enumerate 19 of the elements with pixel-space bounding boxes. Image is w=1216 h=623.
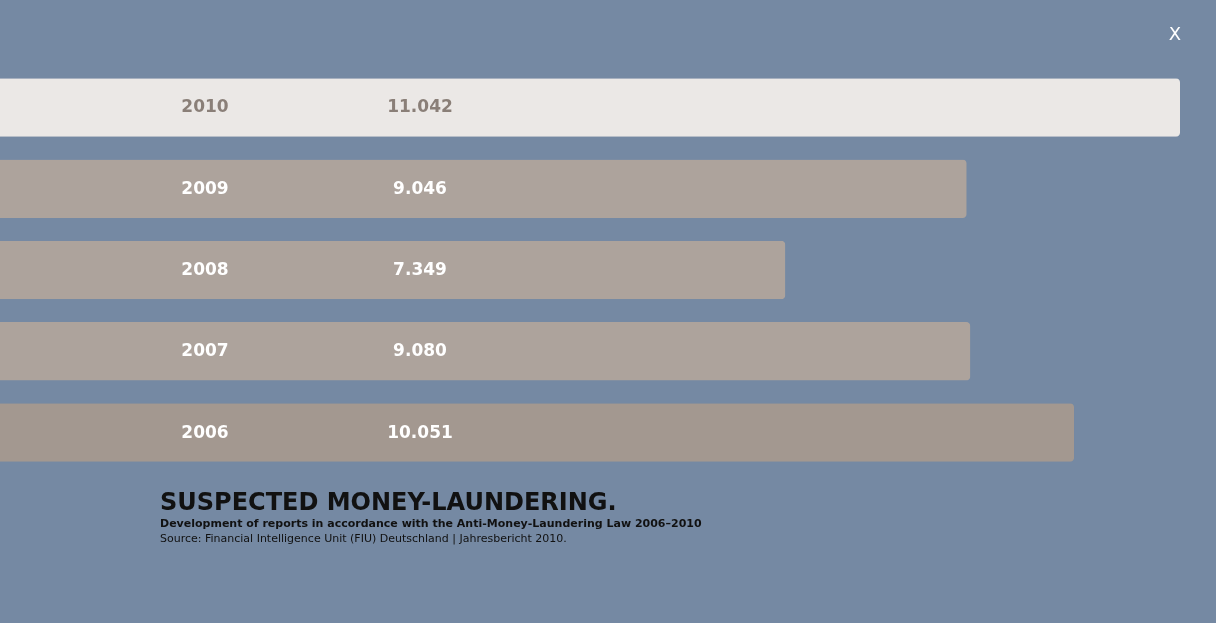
text: SUSPECTED MONEY-LAUNDERING. <box>160 488 617 516</box>
bar <box>0 159 967 218</box>
data-label: 7.349 <box>393 259 447 279</box>
text: X <box>1168 23 1182 44</box>
data-label: 10.051 <box>387 421 453 442</box>
y-tick-label: 2008 <box>181 259 229 279</box>
text: Development of reports in accordance with the Anti-Money-Laundering Law 2006–2010 <box>160 517 702 530</box>
bar <box>0 322 971 381</box>
y-tick-label: 2006 <box>181 421 229 442</box>
y-tick-label: 2010 <box>181 96 229 117</box>
data-label: 9.080 <box>393 340 448 361</box>
bar <box>0 78 1180 137</box>
bar <box>0 240 786 300</box>
data-label: 9.046 <box>393 177 447 198</box>
y-tick-label: 2007 <box>181 340 229 361</box>
y-tick-label: 2009 <box>181 177 229 198</box>
source-note: Source: Financial Intelligence Unit (FIU) Deutschland | Jahresbericht 2010. <box>160 532 567 545</box>
data-label: 11.042 <box>387 96 453 117</box>
bar <box>0 403 1075 462</box>
